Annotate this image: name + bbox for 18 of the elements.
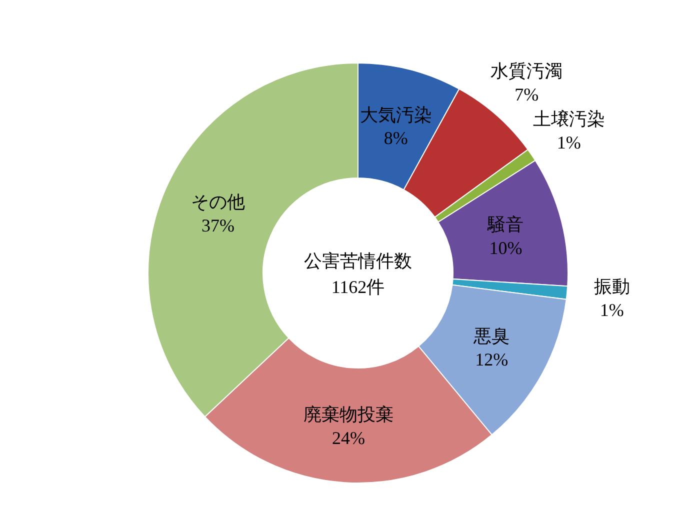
text: 公害苦情件数 xyxy=(304,251,412,271)
data-label: 24% xyxy=(332,428,365,448)
data-label: 8% xyxy=(384,128,408,148)
slice-label: 土壌汚染 xyxy=(532,109,605,130)
slice-label: 悪臭 xyxy=(472,326,510,346)
slice-label: 振動 xyxy=(594,276,630,296)
data-label: 1% xyxy=(600,300,624,320)
data-label: 7% xyxy=(514,84,539,105)
text: 1162件 xyxy=(331,277,385,297)
data-label: 10% xyxy=(489,238,522,258)
data-label: 37% xyxy=(202,215,235,236)
slice-label: 騒音 xyxy=(486,214,524,235)
slice-label: 水質汚濁 xyxy=(490,61,563,82)
slice-label: その他 xyxy=(191,192,246,212)
slice-label: 大気汚染 xyxy=(360,104,432,125)
data-label: 1% xyxy=(556,132,581,153)
data-label: 12% xyxy=(475,349,508,370)
slice-label: 廃棄物投棄 xyxy=(303,404,394,425)
